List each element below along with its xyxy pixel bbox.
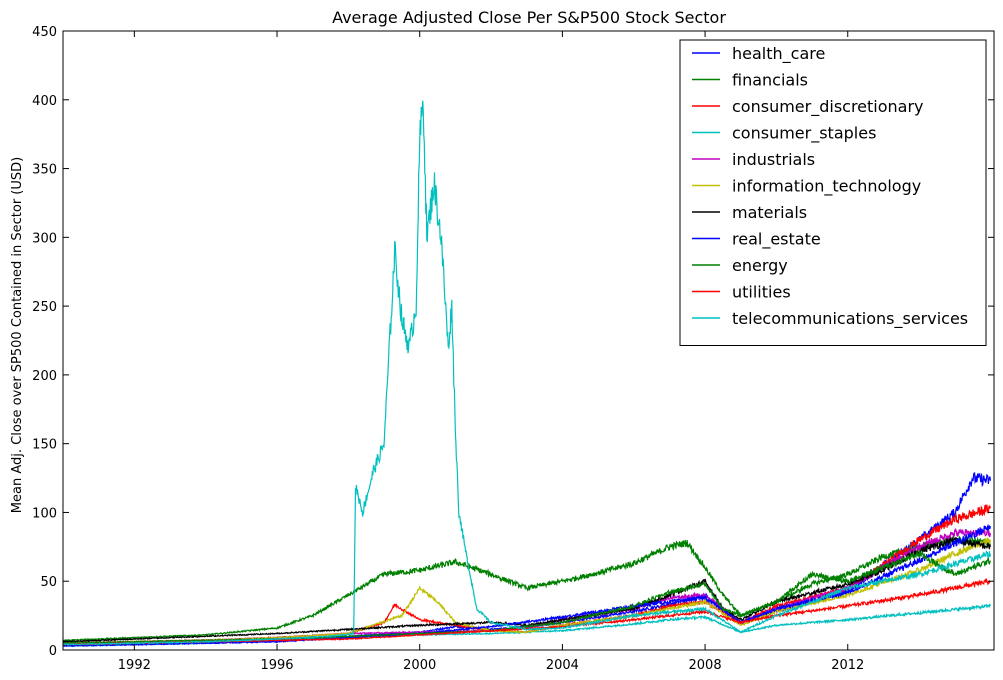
y-tick-label: 150 (32, 438, 57, 453)
y-tick-label: 350 (32, 163, 57, 178)
plot-frame (62, 30, 995, 651)
legend-label: financials (732, 71, 808, 90)
legend-box (679, 39, 987, 346)
y-tick-label: 100 (32, 506, 57, 521)
y-tick-label: 0 (49, 644, 57, 659)
series-line-telecommunications_services (63, 100, 991, 646)
series-line-real_estate (63, 523, 991, 648)
x-tick-label: 2000 (403, 658, 436, 673)
y-tick-label: 200 (32, 369, 57, 384)
legend-label: information_technology (732, 177, 921, 197)
y-axis: 0 50 100 150 200 250 300 350 400 450 (32, 25, 994, 659)
legend-label: materials (732, 203, 807, 222)
x-axis: 1992 1996 2000 2004 2008 2012 (118, 31, 864, 673)
legend-label: energy (732, 256, 788, 275)
legend-label: consumer_discretionary (732, 97, 924, 117)
x-tick-label: 1996 (260, 658, 293, 673)
y-tick-label: 300 (32, 231, 57, 246)
legend-label: consumer_staples (732, 124, 876, 144)
series-line-energy (63, 549, 991, 645)
legend-label: telecommunications_services (732, 309, 968, 329)
y-axis-label: Mean Adj. Close over SP500 Contained in … (10, 157, 25, 513)
legend-label: real_estate (732, 230, 821, 250)
x-tick-label: 2008 (689, 658, 722, 673)
legend-label: utilities (732, 283, 791, 302)
x-tick-label: 2012 (831, 658, 864, 673)
x-tick-label: 2004 (546, 658, 579, 673)
chart-title: Average Adjusted Close Per S&P500 Stock … (332, 8, 726, 27)
y-tick-label: 450 (32, 25, 57, 40)
legend-label: health_care (732, 44, 825, 64)
legend: health_care financials consumer_discretion… (679, 39, 987, 346)
series-lines (63, 100, 991, 648)
series-line-financials (63, 535, 991, 642)
y-tick-label: 400 (32, 94, 57, 109)
legend-label: industrials (732, 150, 815, 169)
x-tick-label: 1992 (118, 658, 151, 673)
y-tick-label: 250 (32, 300, 57, 315)
y-tick-label: 50 (40, 575, 57, 590)
